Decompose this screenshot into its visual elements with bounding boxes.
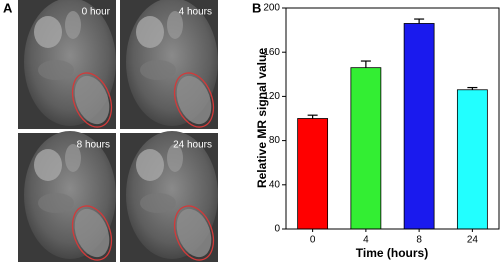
- tumor: [176, 75, 212, 125]
- organ: [167, 144, 183, 172]
- mri-image: 8 hours: [18, 131, 116, 262]
- bar: [456, 89, 488, 230]
- panel-label: A: [3, 0, 13, 15]
- image-label: 4 hours: [179, 7, 212, 18]
- organ: [140, 60, 176, 80]
- x-tick-label: 24: [467, 235, 479, 246]
- x-axis-title: Time (hours): [356, 246, 428, 260]
- y-tick-label: 0: [274, 224, 280, 235]
- tumor-outline: [173, 205, 215, 261]
- organ: [38, 193, 74, 213]
- image-label: 8 hours: [77, 140, 110, 151]
- tumor: [176, 208, 212, 258]
- mri-image: 0 hour: [18, 0, 116, 129]
- tumor-outline: [173, 72, 215, 128]
- y-axis-title: Relative MR signal value: [255, 48, 269, 188]
- organ: [136, 149, 164, 181]
- error-bar: [307, 114, 318, 119]
- tumor: [74, 75, 110, 125]
- tumor-outline: [71, 205, 113, 261]
- organ: [34, 16, 62, 48]
- y-tick-label: 40: [269, 179, 281, 190]
- error-bar: [467, 86, 478, 90]
- x-tick-label: 0: [310, 235, 316, 246]
- image-label: 0 hour: [82, 7, 111, 18]
- panel-label: B: [252, 0, 261, 15]
- mri-image: 4 hours: [120, 0, 218, 129]
- error-bar: [360, 60, 371, 68]
- plot-frame: [285, 7, 500, 230]
- image-label: 24 hours: [173, 140, 212, 151]
- mri-image: 24 hours: [120, 131, 218, 262]
- organ: [34, 149, 62, 181]
- organ: [38, 60, 74, 80]
- organ: [65, 144, 81, 172]
- panel-b: B Relative MR signal value Time (hours) …: [252, 0, 500, 260]
- tumor-outline: [71, 72, 113, 128]
- organ: [65, 11, 81, 39]
- y-tick-label: 200: [263, 3, 280, 14]
- organ: [136, 16, 164, 48]
- organ: [167, 11, 183, 39]
- y-tick-label: 160: [263, 47, 280, 58]
- y-tick-label: 120: [263, 91, 280, 102]
- bar: [403, 23, 435, 230]
- x-tick-label: 4: [363, 235, 369, 246]
- error-bar: [414, 18, 425, 24]
- bar: [297, 118, 329, 230]
- x-tick-label: 8: [416, 235, 422, 246]
- y-tick-label: 80: [269, 135, 281, 146]
- organ: [140, 193, 176, 213]
- bar: [350, 67, 382, 230]
- panel-a: A 0 hour 4 hours 8 hours 24 hours: [3, 0, 218, 262]
- tumor: [74, 208, 110, 258]
